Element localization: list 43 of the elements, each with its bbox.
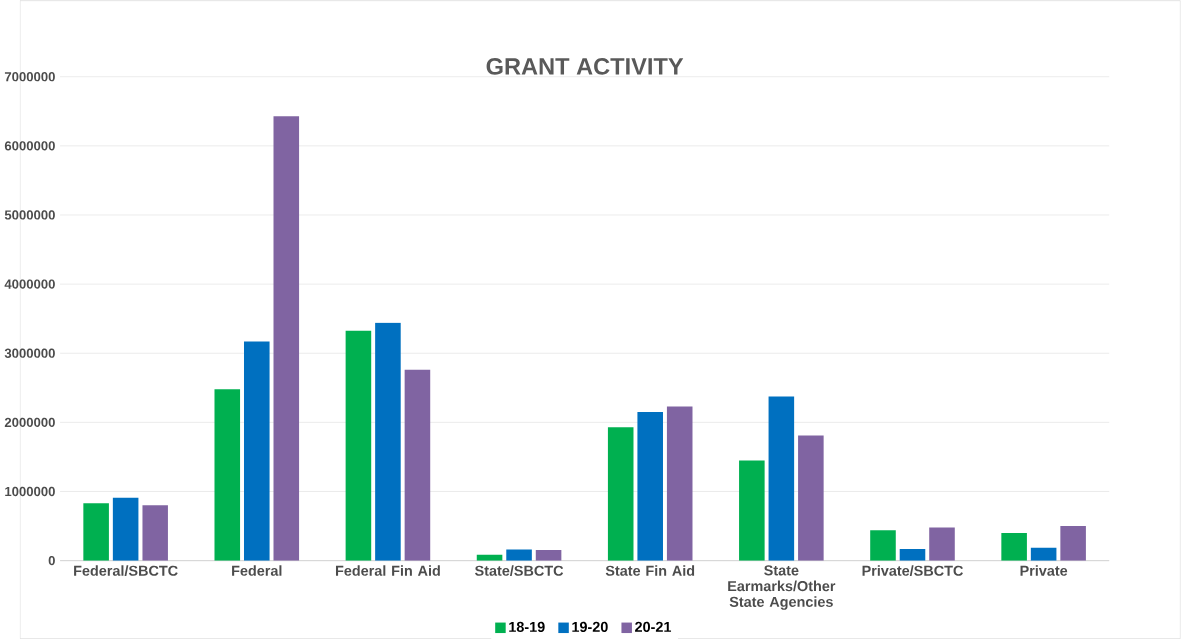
bar — [899, 548, 926, 561]
x-tick-label: State/SBCTC — [474, 565, 564, 576]
x-tick-label: Private — [1020, 565, 1068, 576]
x-tick-label: State Earmarks/Other State Agencies — [728, 565, 836, 610]
legend-label: 20-21 — [635, 621, 672, 632]
bar — [83, 503, 109, 561]
bar — [1030, 547, 1057, 561]
y-tick-label: 7000000 — [4, 71, 55, 82]
x-tick-label: Federal/SBCTC — [74, 565, 178, 576]
bar — [1060, 525, 1086, 561]
bar — [739, 460, 765, 561]
bar — [798, 435, 824, 561]
y-tick-label: 4000000 — [4, 279, 55, 289]
x-tick-label: Federal — [232, 565, 282, 576]
bar — [112, 497, 139, 561]
bar — [929, 527, 955, 561]
x-tick-label: Private/SBCTC — [862, 565, 963, 576]
bar — [243, 341, 270, 561]
bar — [870, 530, 896, 561]
bar — [345, 330, 372, 561]
bar — [375, 322, 401, 561]
bar — [535, 549, 562, 561]
legend-label: 18-19 — [509, 621, 545, 632]
bar — [1001, 532, 1027, 561]
x-tick-label: State Fin Aid — [605, 565, 695, 576]
bar — [666, 406, 693, 561]
bar — [214, 389, 241, 561]
legend-label: 19-20 — [572, 621, 608, 632]
y-tick-label: 3000000 — [4, 348, 55, 358]
chart-title: GRANT ACTIVITY — [486, 57, 684, 75]
bar — [273, 115, 300, 561]
y-tick-label: 6000000 — [4, 141, 55, 151]
x-tick-label: Federal Fin Aid — [335, 565, 440, 576]
y-tick-label: 0 — [48, 555, 55, 566]
bar — [506, 549, 532, 561]
y-tick-label: 1000000 — [5, 486, 55, 496]
y-tick-label: 2000000 — [4, 417, 55, 427]
bar — [768, 396, 795, 561]
bar — [637, 411, 663, 561]
y-tick-label: 5000000 — [4, 210, 55, 220]
bar — [404, 369, 431, 561]
bar — [607, 427, 634, 561]
bar — [142, 505, 168, 561]
